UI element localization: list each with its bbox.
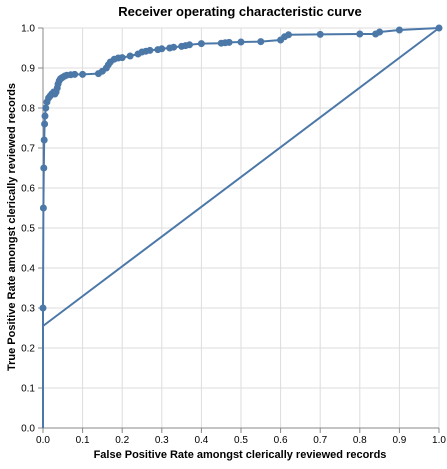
y-tick-label: 0.5 — [21, 224, 35, 235]
data-point — [71, 70, 79, 78]
y-tick-label: 1.0 — [21, 24, 35, 35]
x-tick-label: 1.0 — [432, 435, 446, 446]
data-point — [237, 38, 245, 46]
grid-layer — [42, 27, 440, 429]
y-tick-label: 0.1 — [21, 384, 35, 395]
data-point — [158, 45, 166, 53]
x-tick-label: 0.9 — [392, 435, 406, 446]
data-point — [39, 204, 47, 212]
x-tick-label: 0.0 — [36, 435, 50, 446]
data-point — [118, 54, 126, 62]
x-tick-label: 0.2 — [115, 435, 129, 446]
y-tick-label: 0.6 — [21, 184, 35, 195]
x-axis-title: False Positive Rate amongst clerically r… — [94, 449, 387, 461]
chart-title: Receiver operating characteristic curve — [118, 4, 362, 19]
y-tick-label: 0.8 — [21, 104, 35, 115]
data-point — [356, 30, 364, 38]
axis-layer: 0.0 0.1 0.2 0.3 0.4 0.5 0.6 0.7 0.8 0.9 1.0 0.0 0.1 0… — [21, 24, 446, 447]
x-tick-label: 0.5 — [234, 435, 248, 446]
data-point — [395, 26, 403, 34]
data-point — [197, 40, 205, 48]
y-tick-label: 0.2 — [21, 344, 35, 355]
y-tick-label: 0.0 — [21, 424, 35, 435]
y-tick-label: 0.7 — [21, 144, 35, 155]
x-tick-label: 0.7 — [313, 435, 327, 446]
x-tick-label: 0.6 — [274, 435, 288, 446]
data-point — [39, 304, 47, 312]
data-point — [376, 28, 384, 36]
y-tick-label: 0.9 — [21, 64, 35, 75]
data-point — [79, 70, 87, 78]
series-line-1 — [42, 27, 440, 327]
y-tick-label: 0.3 — [21, 304, 35, 315]
data-point — [42, 104, 50, 112]
series-layer — [39, 24, 443, 428]
data-point — [316, 30, 324, 38]
data-point — [285, 31, 293, 39]
data-point — [41, 120, 49, 128]
data-point — [186, 41, 194, 49]
data-point — [146, 46, 154, 54]
x-tick-label: 0.1 — [76, 435, 90, 446]
data-point — [41, 112, 49, 120]
data-point — [170, 43, 178, 51]
data-point — [126, 52, 134, 60]
x-tick-label: 0.3 — [155, 435, 169, 446]
y-axis-title: True Positive Rate amongst clerically re… — [6, 83, 18, 371]
x-tick-label: 0.4 — [194, 435, 208, 446]
y-tick-label: 0.4 — [21, 264, 35, 275]
data-point — [40, 136, 48, 144]
x-tick-label: 0.8 — [353, 435, 367, 446]
data-point — [40, 164, 48, 172]
data-point — [225, 38, 233, 46]
data-point — [257, 38, 265, 46]
